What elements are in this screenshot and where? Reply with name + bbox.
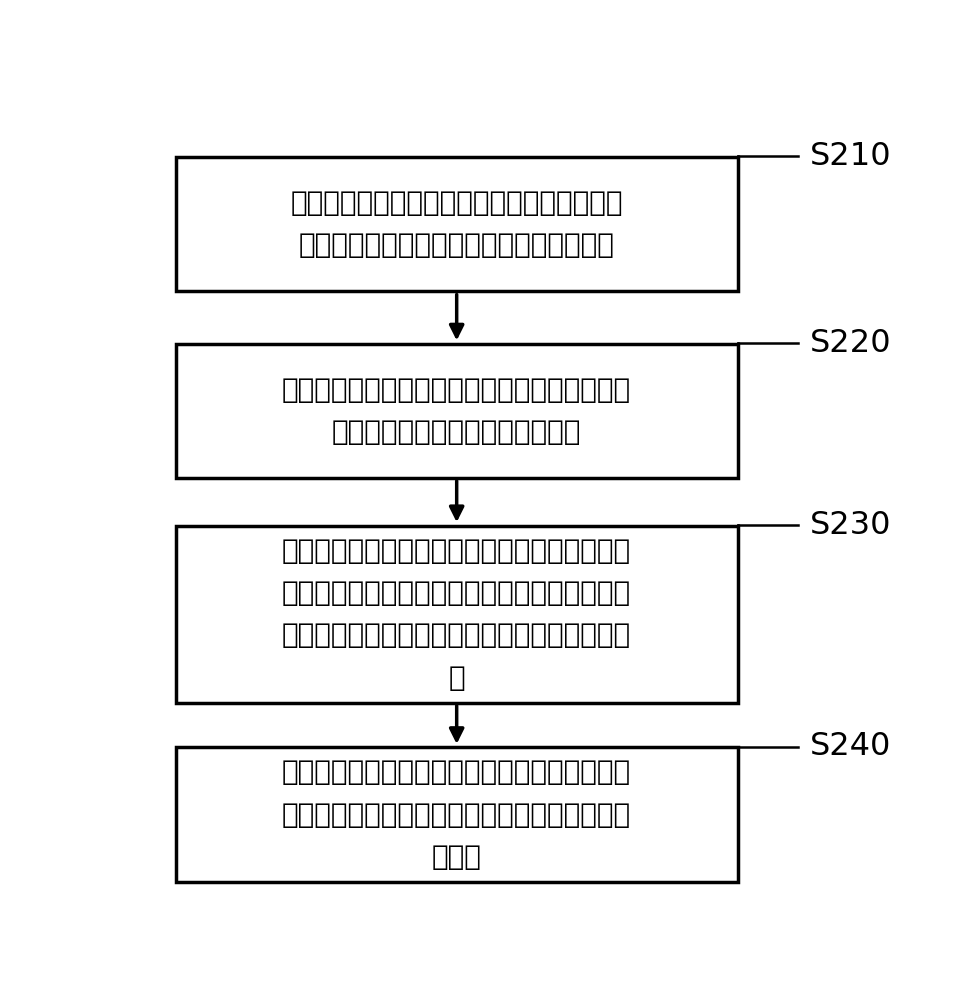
Text: 当第一设备的待展示内容的尺寸大于预设阈值
时，调用第一设备的分布式操作系统的接口: 当第一设备的待展示内容的尺寸大于预设阈值 时，调用第一设备的分布式操作系统的接口 bbox=[290, 189, 623, 259]
Text: S230: S230 bbox=[809, 510, 892, 541]
Text: 如果第一设备属于预设类型中的设备，利用第一
设备的分布式操作系统的接口，在第一设备使用
的局域网中查找屏幕尺寸大于预设阈值的显示设
备: 如果第一设备属于预设类型中的设备，利用第一 设备的分布式操作系统的接口，在第一设… bbox=[282, 537, 631, 692]
Bar bbox=[175, 747, 738, 882]
Text: S240: S240 bbox=[809, 731, 891, 762]
Text: S220: S220 bbox=[809, 328, 892, 359]
Bar bbox=[175, 526, 738, 703]
Text: 利用第一设备的分布式操作系统的接口，确定第
一设备是否属于预设类型中的设备: 利用第一设备的分布式操作系统的接口，确定第 一设备是否属于预设类型中的设备 bbox=[282, 376, 631, 446]
Text: S210: S210 bbox=[809, 141, 892, 172]
Bar bbox=[175, 157, 738, 291]
Text: 通过第一设备的分布式操作系统的接口，向显示
设备发送待展示内容，以使得显示设备展示待展
示内容: 通过第一设备的分布式操作系统的接口，向显示 设备发送待展示内容，以使得显示设备展… bbox=[282, 758, 631, 871]
Bar bbox=[175, 344, 738, 478]
